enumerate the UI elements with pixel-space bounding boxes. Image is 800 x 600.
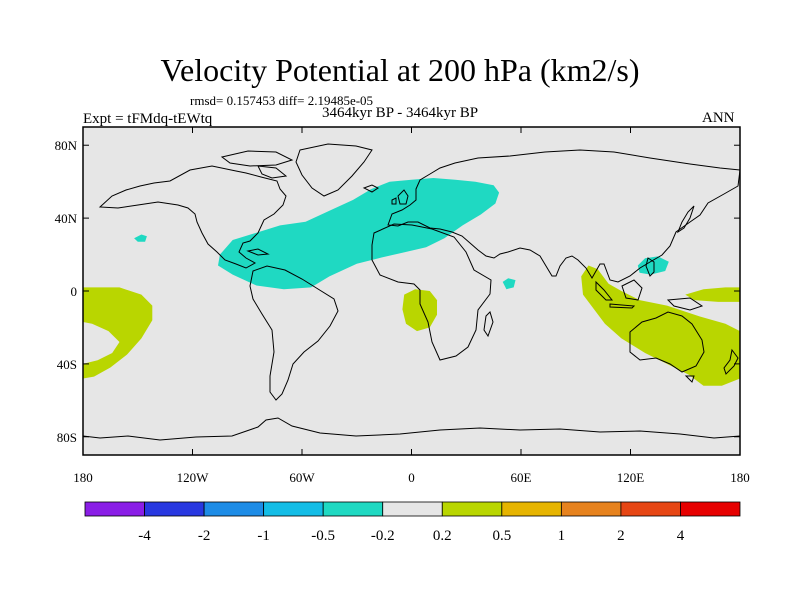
- axis-ticks: 180 120W 60W 0 60E 120E 180 80N 40N 0 40S 80S: [55, 127, 750, 485]
- contour-regions: [83, 178, 740, 386]
- colorbar: -4 -2 -1 -0.5 -0.2 0.2 0.5 1 2 4: [84, 501, 741, 544]
- coastline-new-zealand: [723, 348, 739, 375]
- season-label: ANN: [702, 110, 735, 126]
- coastline-british-isles: [391, 189, 409, 205]
- coastline-cuba: [246, 248, 270, 256]
- coastline-philippines: [645, 257, 655, 277]
- x-tick-label: 120E: [617, 470, 645, 485]
- y-tick-label: 40N: [55, 211, 78, 226]
- coastline-arctic-islands: [220, 150, 294, 179]
- chart-subtitle: 3464kyr BP - 3464kyr BP: [321, 105, 479, 121]
- colorbar-label: 4: [677, 528, 685, 544]
- region-small-negative-pacific: [134, 234, 147, 242]
- x-tick-label: 120W: [177, 470, 210, 485]
- colorbar-label: 0.2: [433, 528, 452, 544]
- colorbar-swatch: [620, 501, 681, 517]
- region-south-atlantic-positive: [402, 289, 437, 332]
- colorbar-label: -0.2: [371, 528, 395, 544]
- coastline-borneo: [621, 279, 643, 301]
- coastline-madagascar: [483, 311, 494, 338]
- region-small-negative-west-pacific: [637, 256, 669, 275]
- y-tick-label: 0: [71, 284, 78, 299]
- region-central-pacific-positive-west: [83, 287, 153, 379]
- colorbar-swatch: [144, 501, 205, 517]
- x-tick-label: 0: [408, 470, 415, 485]
- colorbar-swatch: [501, 501, 562, 517]
- y-tick-label: 80N: [55, 138, 78, 153]
- colorbar-swatch: [680, 501, 741, 517]
- coastline-antarctica: [83, 417, 740, 441]
- coastline-new-guinea: [666, 297, 704, 311]
- region-indo-pacific-australia-positive: [581, 265, 740, 386]
- y-tick-label: 80S: [57, 430, 77, 445]
- coastline-tasmania: [684, 375, 695, 383]
- y-tick-label: 40S: [57, 357, 77, 372]
- x-tick-label: 60W: [289, 470, 315, 485]
- region-small-negative-arabian-sea: [502, 278, 516, 290]
- colorbar-label: 2: [617, 528, 625, 544]
- colorbar-swatch: [263, 501, 324, 517]
- experiment-label: Expt = tFMdq-tEWtq: [83, 111, 213, 127]
- x-tick-label: 180: [730, 470, 750, 485]
- coastline-japan: [676, 205, 695, 234]
- coastline-australia: [629, 311, 705, 373]
- colorbar-swatch: [560, 501, 622, 517]
- x-tick-label: 60E: [511, 470, 532, 485]
- coastlines: [83, 143, 740, 441]
- coastline-africa: [371, 223, 492, 361]
- region-central-pacific-positive-east: [685, 287, 740, 302]
- coastline-iceland: [362, 184, 379, 193]
- colorbar-swatch: [382, 501, 443, 517]
- colorbar-label: -4: [138, 528, 151, 544]
- colorbar-label: 1: [558, 528, 566, 544]
- coastline-greenland: [295, 143, 373, 197]
- region-north-atlantic-africa-negative: [218, 178, 500, 290]
- colorbar-swatch: [322, 501, 384, 517]
- chart-title: Velocity Potential at 200 hPa (km2/s): [160, 52, 640, 88]
- coastline-eurasia: [387, 149, 740, 283]
- colorbar-label: -2: [198, 528, 211, 544]
- colorbar-label: -1: [257, 528, 270, 544]
- colorbar-swatch: [84, 501, 145, 517]
- colorbar-swatch: [441, 501, 503, 517]
- stats-label: rmsd= 0.157453 diff= 2.19485e-05: [190, 93, 374, 108]
- coastline-north-america: [98, 165, 287, 269]
- colorbar-label: 0.5: [492, 528, 511, 544]
- colorbar-swatch: [203, 501, 265, 517]
- x-tick-label: 180: [73, 470, 93, 485]
- coastline-sumatra-java: [595, 280, 636, 309]
- colorbar-label: -0.5: [311, 528, 335, 544]
- coastline-south-america: [249, 265, 339, 401]
